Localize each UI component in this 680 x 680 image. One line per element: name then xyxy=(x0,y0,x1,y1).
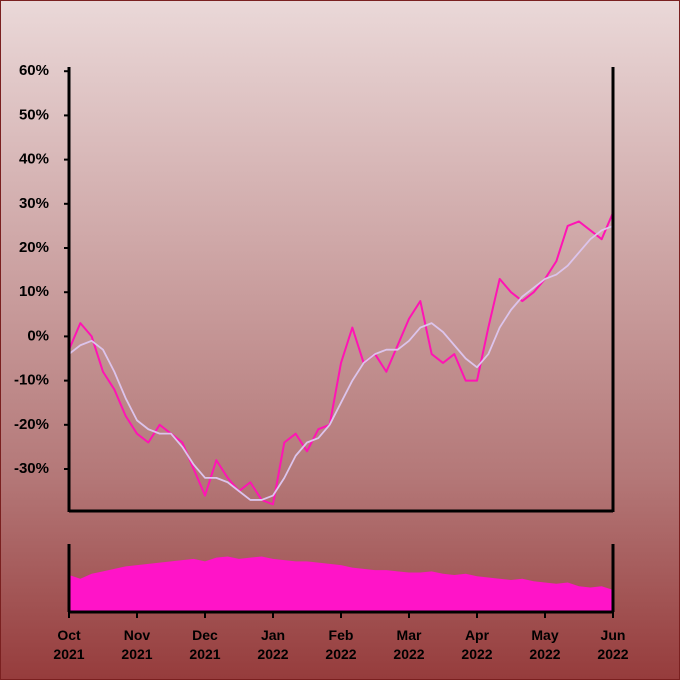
x-tick-label: Mar 2022 xyxy=(393,627,425,662)
line-1 xyxy=(68,225,614,501)
volume-area xyxy=(69,556,613,611)
y-tick-label: 20% xyxy=(19,239,49,256)
x-tick-label: Jan 2022 xyxy=(257,627,289,662)
y-tick-label: 60% xyxy=(19,62,49,79)
x-tick-label: Apr 2022 xyxy=(461,627,493,662)
y-tick-label: 50% xyxy=(19,106,49,123)
line-0 xyxy=(68,212,614,506)
y-tick-label: 30% xyxy=(19,195,49,212)
y-tick-label: -30% xyxy=(14,460,49,477)
y-tick-label: 40% xyxy=(19,151,49,168)
x-tick-label: Oct 2021 xyxy=(53,627,85,662)
x-tick-label: Jun 2022 xyxy=(597,627,629,662)
x-tick-label: Dec 2021 xyxy=(189,627,221,662)
y-tick-label: 10% xyxy=(19,283,49,300)
y-tick-label: -10% xyxy=(14,372,49,389)
x-tick-label: Nov 2021 xyxy=(121,627,153,662)
x-tick-label: May 2022 xyxy=(529,627,561,662)
y-tick-label: -20% xyxy=(14,416,49,433)
y-tick-label: 0% xyxy=(27,327,49,344)
x-tick-label: Feb 2022 xyxy=(325,627,357,662)
